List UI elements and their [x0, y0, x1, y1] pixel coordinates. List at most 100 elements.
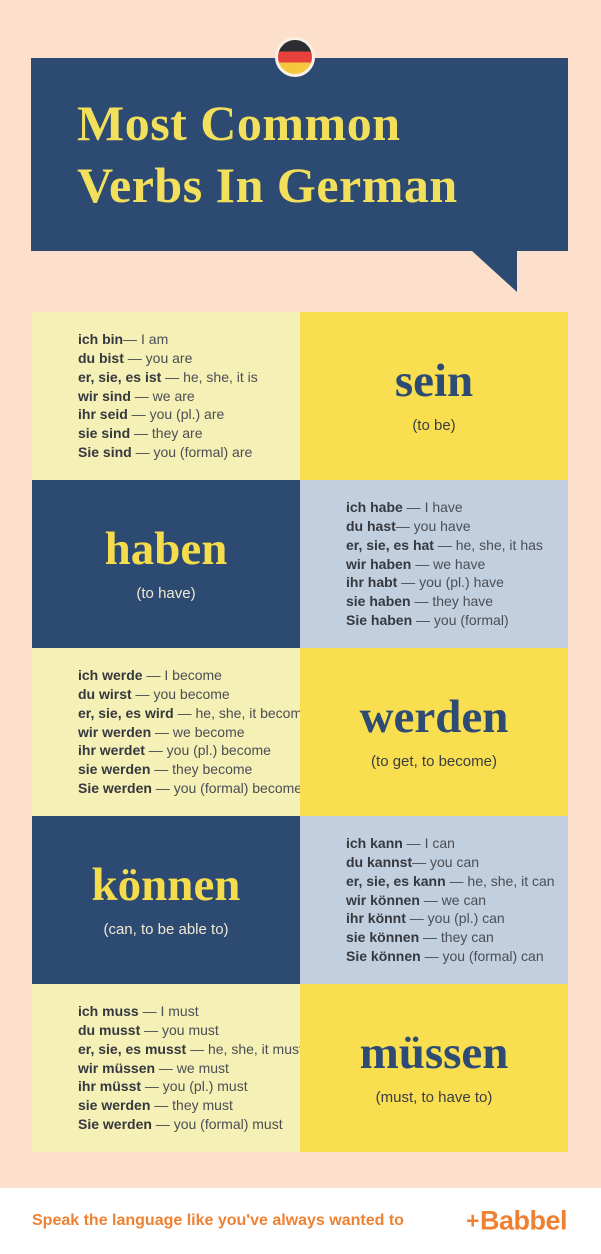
conjugation-cell-haben: ich habe — I have du hast— you have er, …: [300, 480, 568, 648]
english-translation: — they are: [130, 425, 203, 442]
german-form: ich bin: [78, 331, 124, 348]
conjugation-line: Sie können — you (formal) can: [346, 947, 568, 966]
page-title-line2: Verbs In German: [77, 157, 458, 213]
english-translation: — you (formal) become: [151, 779, 303, 796]
english-translation: — he, she, it is: [161, 368, 258, 385]
german-form: ihr seid: [78, 406, 128, 423]
verb-headword: können: [91, 859, 241, 911]
english-translation: — they must: [150, 1097, 233, 1114]
german-form: Sie können: [346, 947, 421, 964]
german-form: er, sie, es wird: [78, 704, 174, 721]
verb-headword: werden: [359, 691, 509, 743]
german-form: wir sind: [78, 387, 131, 404]
german-form: er, sie, es kann: [346, 872, 446, 889]
conjugation-line: du musst — you must: [78, 1021, 300, 1040]
conjugation-line: wir haben — we have: [346, 555, 568, 574]
german-form: Sie sind: [78, 443, 132, 460]
babbel-plus-icon: +: [466, 1207, 479, 1234]
verb-headword: sein: [394, 355, 474, 407]
german-form: ihr habt: [346, 574, 398, 591]
english-translation: — we have: [411, 555, 486, 572]
german-form: ihr könnt: [346, 910, 406, 927]
conjugation-line: wir müssen — we must: [78, 1059, 300, 1078]
conjugation-line: er, sie, es musst — he, she, it must: [78, 1040, 303, 1059]
footer-bar: Speak the language like you've always wa…: [0, 1188, 601, 1254]
english-translation: — they have: [410, 593, 494, 610]
german-form: Sie haben: [346, 611, 413, 628]
german-form: wir haben: [346, 555, 412, 572]
english-translation: — you (formal) are: [131, 443, 253, 460]
german-form: er, sie, es hat: [346, 536, 434, 553]
verb-gloss: (must, to have to): [375, 1089, 493, 1106]
conjugation-line: sie sind — they are: [78, 424, 300, 443]
conjugation-line: du wirst — you become: [78, 685, 300, 704]
conjugation-line: ihr seid — you (pl.) are: [78, 405, 300, 424]
english-translation: — you (pl.) become: [144, 742, 271, 759]
english-translation: — I am: [123, 331, 169, 348]
conjugation-line: wir sind — we are: [78, 387, 300, 406]
english-translation: — I become: [142, 667, 222, 684]
english-translation: — you (pl.) can: [405, 910, 505, 927]
verb-cell-haben: haben (to have): [32, 480, 300, 648]
english-translation: — you (pl.) must: [141, 1078, 248, 1095]
conjugation-line: ihr habt — you (pl.) have: [346, 573, 568, 592]
english-translation: — we must: [155, 1059, 229, 1076]
english-translation: — you are: [123, 350, 193, 366]
verb-cell-koennen: können (can, to be able to): [32, 816, 300, 984]
german-form: ich habe: [346, 499, 403, 516]
verb-cell-sein: sein (to be): [300, 312, 568, 480]
english-translation: — you can: [412, 854, 480, 870]
conjugation-line: ihr könnt — you (pl.) can: [346, 909, 568, 928]
german-form: er, sie, es ist: [78, 368, 162, 385]
english-translation: — he, she, it must: [186, 1040, 303, 1057]
verb-cell-werden: werden (to get, to become): [300, 648, 568, 816]
german-form: ich muss: [78, 1003, 139, 1020]
german-form: sie werden: [78, 1097, 151, 1114]
english-translation: — you have: [395, 518, 471, 534]
german-form: sie können: [346, 929, 420, 946]
conjugation-cell-muessen: ich muss — I must du musst — you must er…: [32, 984, 303, 1152]
german-form: du musst: [78, 1022, 141, 1038]
speech-bubble-tail: [472, 251, 517, 292]
verb-headword: haben: [104, 523, 228, 575]
english-translation: — you (formal) must: [151, 1115, 283, 1132]
conjugation-line: Sie werden — you (formal) must: [78, 1115, 300, 1134]
conjugation-line: ihr müsst — you (pl.) must: [78, 1077, 300, 1096]
german-form: du bist: [78, 350, 124, 366]
conjugation-line: Sie sind — you (formal) are: [78, 443, 300, 462]
german-form: wir müssen: [78, 1059, 156, 1076]
german-form: sie werden: [78, 761, 151, 778]
german-form: Sie werden: [78, 779, 152, 796]
english-translation: — you become: [131, 686, 230, 702]
english-translation: — you (formal) can: [420, 947, 544, 964]
german-form: ihr werdet: [78, 742, 145, 759]
german-form: ihr müsst: [78, 1078, 142, 1095]
conjugation-cell-werden: ich werde — I become du wirst — you beco…: [32, 648, 317, 816]
english-translation: — you (pl.) have: [397, 574, 504, 591]
conjugation-line: ich muss — I must: [78, 1002, 300, 1021]
german-form: du kannst: [346, 854, 413, 870]
german-form: Sie werden: [78, 1115, 152, 1132]
conjugation-line: ich habe — I have: [346, 498, 568, 517]
conjugation-line: wir werden — we become: [78, 723, 300, 742]
english-translation: — he, she, it can: [445, 872, 555, 889]
header-speech-bubble: Most Common Verbs In German: [31, 58, 568, 251]
conjugation-line: du bist — you are: [78, 349, 300, 368]
english-translation: — he, she, it becomes: [173, 704, 317, 721]
verb-cell-muessen: müssen (must, to have to): [300, 984, 568, 1152]
german-form: du wirst: [78, 686, 132, 702]
verb-gloss: (to be): [412, 417, 456, 434]
english-translation: — they can: [419, 929, 494, 946]
german-form: wir werden: [78, 723, 152, 740]
conjugation-line: ich werde — I become: [78, 666, 300, 685]
german-form: ich kann: [346, 835, 403, 852]
babbel-wordmark: Babbel: [479, 1205, 568, 1236]
german-form: ich werde: [78, 667, 143, 684]
english-translation: — I can: [402, 835, 455, 852]
verb-gloss: (to have): [136, 585, 196, 602]
verb-headword: müssen: [359, 1027, 509, 1079]
english-translation: — we become: [151, 723, 245, 740]
conjugation-line: du kannst— you can: [346, 853, 568, 872]
conjugation-cell-koennen: ich kann — I can du kannst— you can er, …: [300, 816, 568, 984]
german-form: er, sie, es musst: [78, 1040, 187, 1057]
